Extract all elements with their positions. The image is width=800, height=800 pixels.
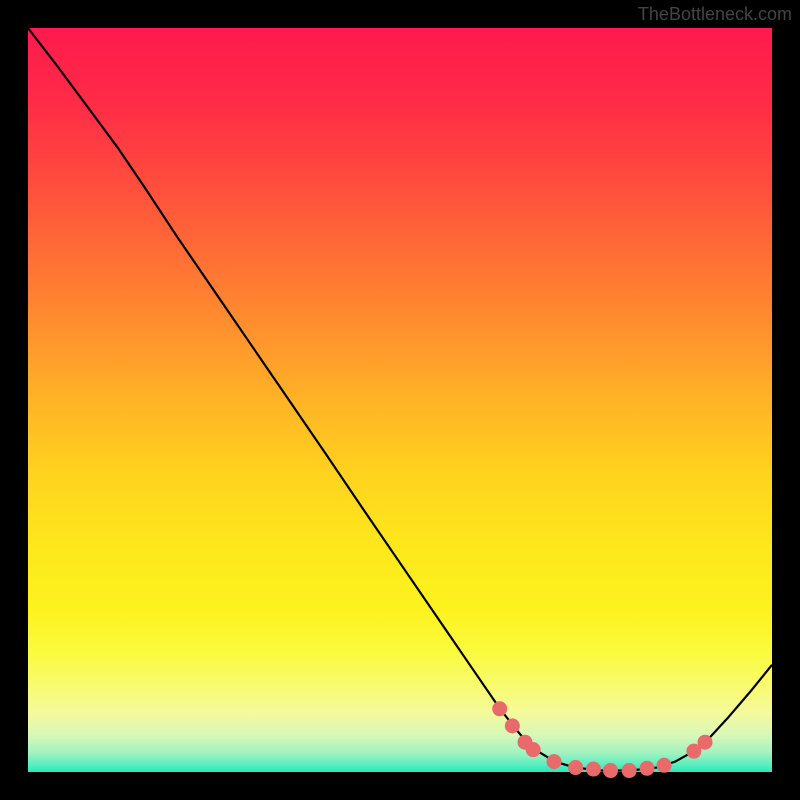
data-marker	[505, 718, 520, 733]
data-marker	[547, 754, 562, 769]
data-marker	[698, 735, 713, 750]
data-marker	[586, 762, 601, 777]
data-marker	[657, 758, 672, 773]
data-marker	[622, 763, 637, 778]
data-marker	[492, 701, 507, 716]
data-marker	[526, 742, 541, 757]
data-marker	[640, 761, 655, 776]
chart-container: TheBottleneck.com	[0, 0, 800, 800]
watermark-text: TheBottleneck.com	[638, 4, 792, 25]
plot-gradient-bg	[28, 28, 772, 772]
bottleneck-chart	[0, 0, 800, 800]
data-marker	[603, 763, 618, 778]
data-marker	[568, 760, 583, 775]
